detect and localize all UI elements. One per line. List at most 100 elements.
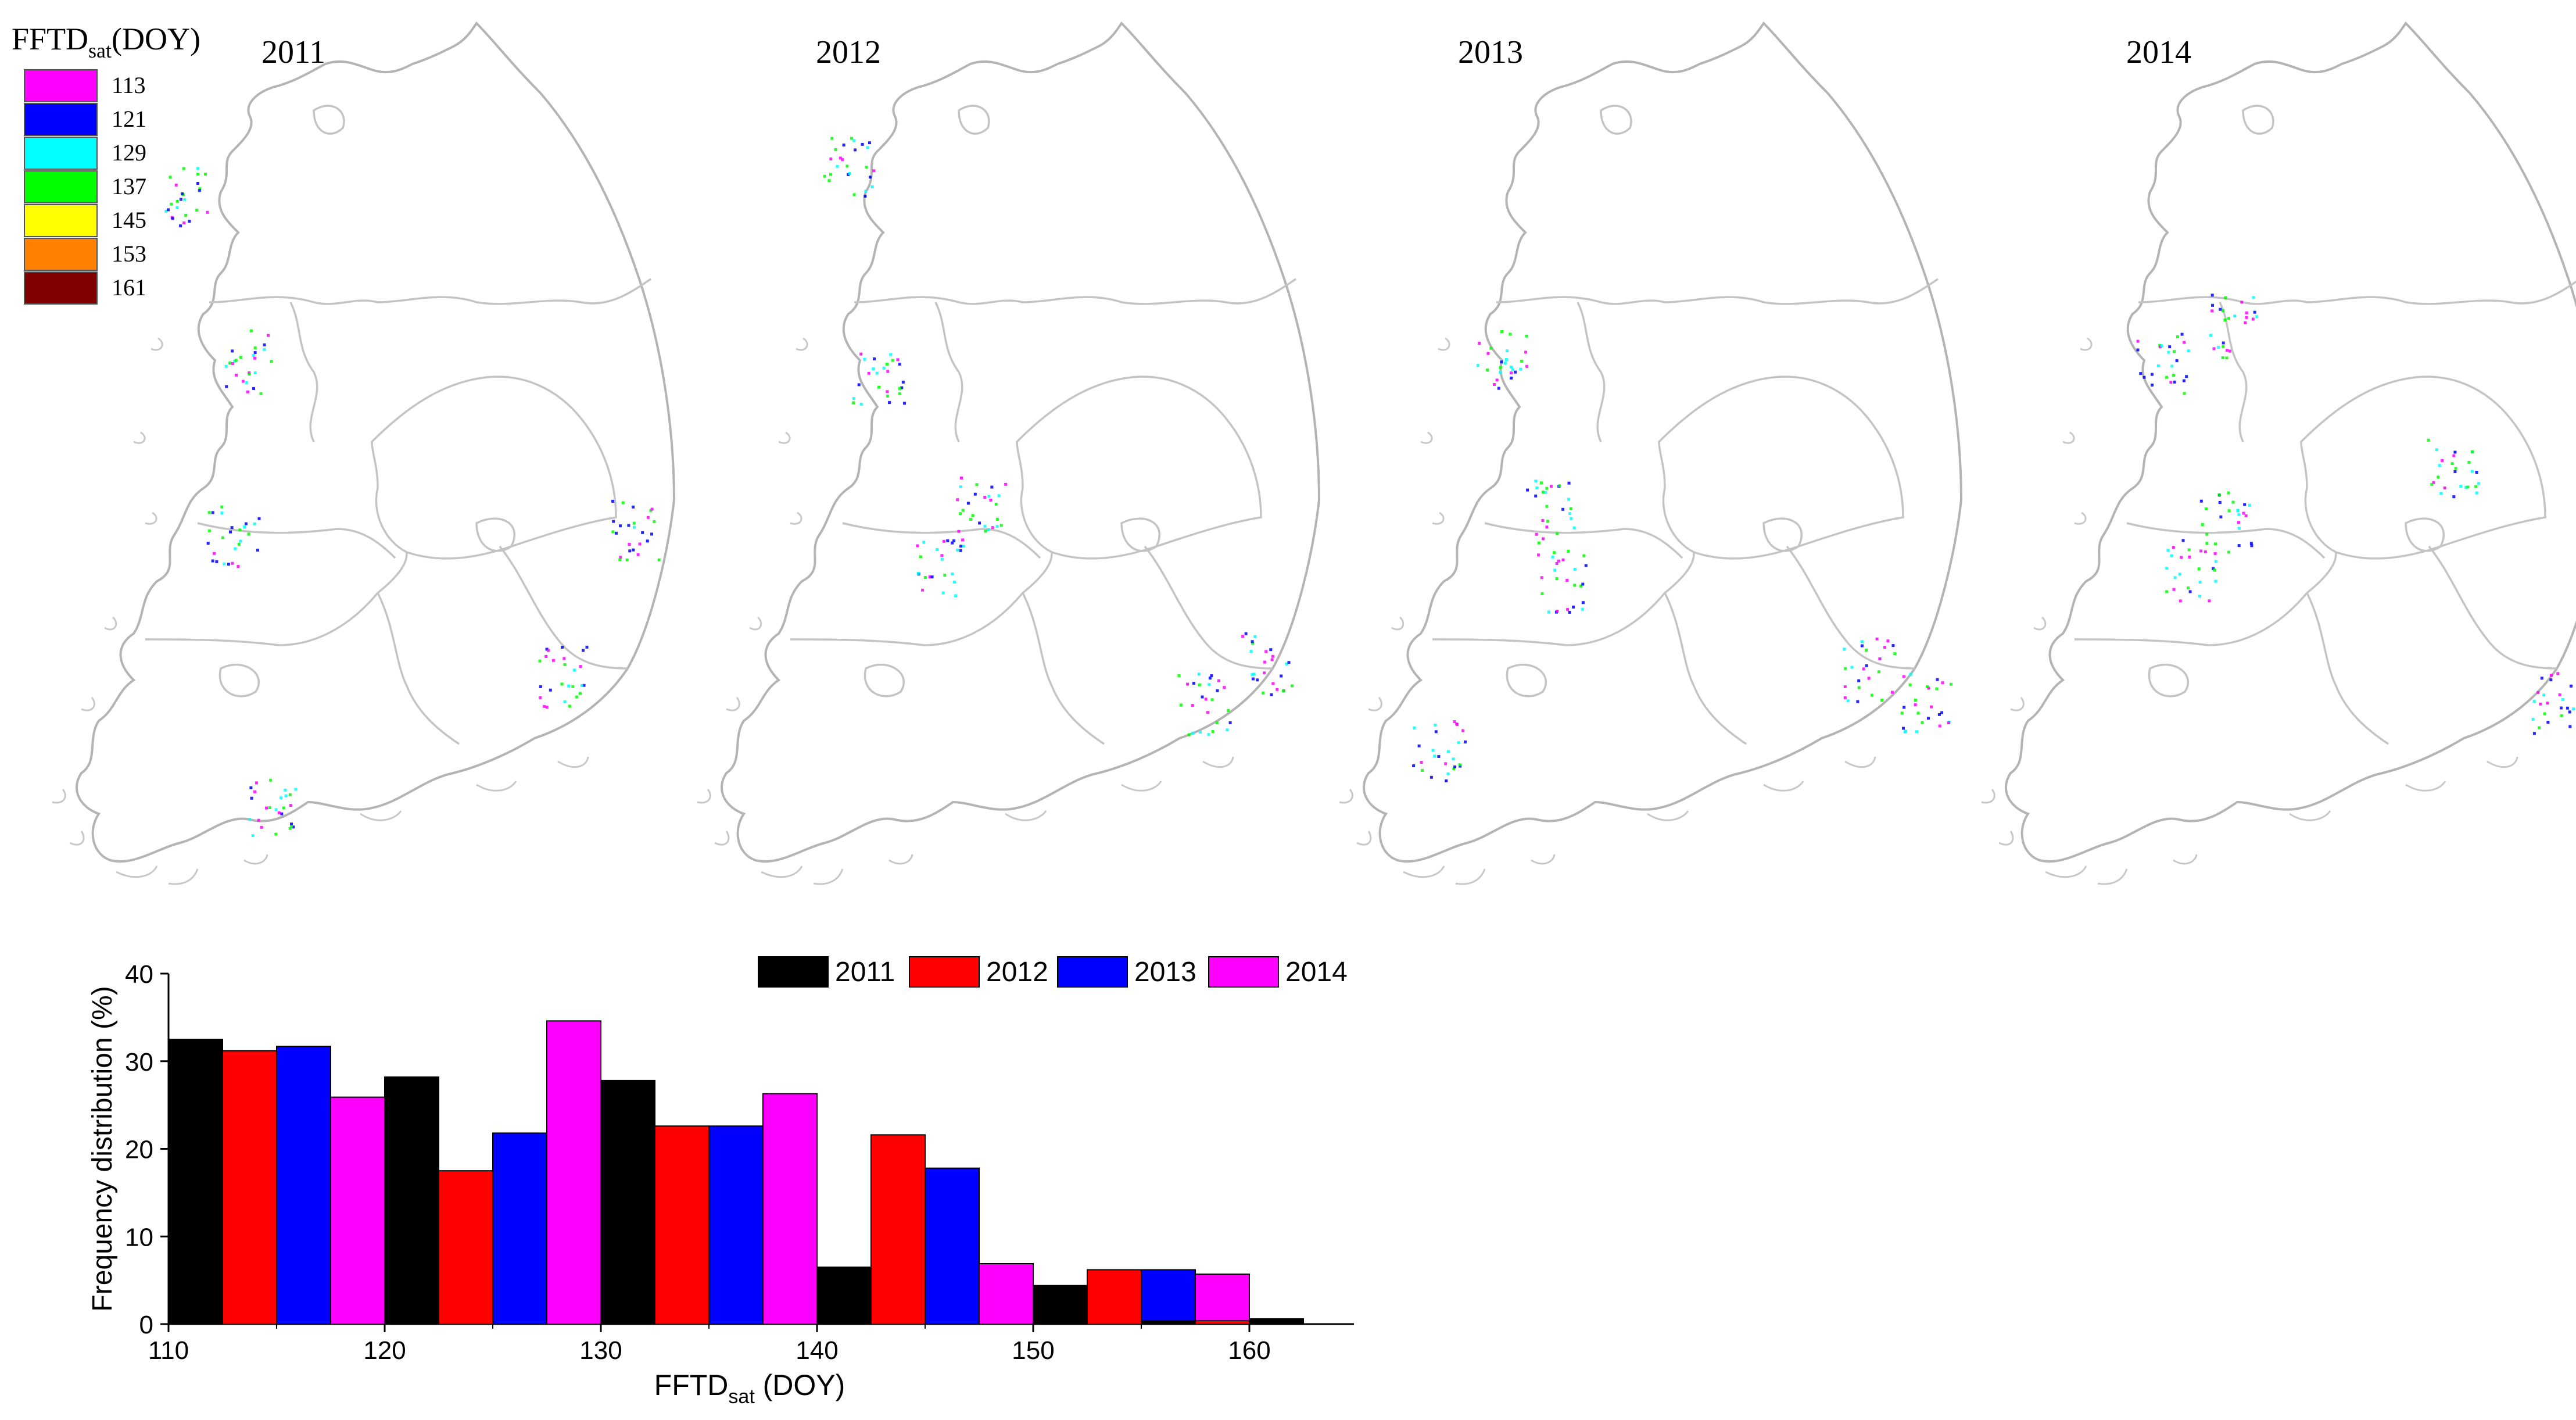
- pixel-mark: [1903, 706, 1906, 709]
- map-panel-2012: [696, 22, 1320, 885]
- pixel-mark: [2474, 485, 2478, 488]
- pixel-mark: [987, 528, 990, 531]
- pixel-mark: [239, 539, 242, 543]
- pixel-mark: [957, 530, 961, 533]
- pixel-mark: [259, 392, 263, 395]
- pixel-mark: [2532, 700, 2536, 703]
- pixel-mark: [290, 822, 293, 826]
- pixel-mark: [547, 649, 550, 652]
- pixel-mark: [1499, 371, 1502, 374]
- pixel-mark: [842, 144, 845, 146]
- pixel-mark: [2170, 554, 2173, 557]
- pixel-mark: [646, 539, 649, 543]
- pixel-mark: [1570, 517, 1573, 520]
- pixel-mark: [865, 166, 868, 169]
- x-tick-label: 110: [148, 1336, 189, 1365]
- legend-label: 2013: [1134, 957, 1196, 988]
- pixel-mark: [2213, 552, 2217, 555]
- pixel-mark: [251, 834, 255, 838]
- map-year-label: 2011: [261, 34, 325, 70]
- pixel-mark: [1216, 689, 1219, 692]
- pixel-mark: [260, 825, 263, 829]
- pixel-mark: [2237, 521, 2240, 524]
- pixel-mark: [2559, 706, 2563, 710]
- pixel-mark: [1215, 721, 1219, 725]
- pixel-mark: [237, 565, 240, 568]
- pixel-mark: [253, 522, 256, 525]
- pixel-mark: [886, 370, 890, 373]
- pixel-mark: [848, 171, 851, 175]
- pixel-mark: [2546, 702, 2549, 705]
- pixel-mark: [1217, 679, 1220, 682]
- pixel-mark: [1883, 646, 1887, 649]
- pixel-mark: [1582, 554, 1586, 557]
- pixel-mark: [560, 682, 564, 686]
- pixel-mark: [284, 788, 287, 792]
- pixel-mark: [2560, 714, 2563, 717]
- pixel-mark: [852, 139, 856, 142]
- pixel-mark: [857, 383, 861, 387]
- pixel-mark: [2182, 379, 2186, 382]
- pixel-mark: [179, 224, 182, 228]
- pixel-mark: [2214, 542, 2217, 546]
- pixel-mark: [1540, 576, 1543, 580]
- pixel-mark: [2227, 317, 2230, 320]
- pixel-mark: [1263, 671, 1266, 675]
- pixel-mark: [288, 793, 292, 796]
- pixel-mark: [975, 483, 979, 487]
- pixel-mark: [1420, 761, 1423, 764]
- bar-2012: [870, 1134, 926, 1325]
- pixel-mark: [951, 541, 954, 545]
- pixel-mark: [2475, 491, 2478, 495]
- pixel-mark: [1509, 332, 1512, 336]
- korea-outline: [696, 22, 1320, 885]
- pixel-mark: [1191, 731, 1195, 735]
- pixel-mark: [1287, 661, 1291, 664]
- pixel-mark: [2556, 672, 2560, 675]
- pixel-mark: [898, 387, 901, 390]
- pixel-mark: [563, 657, 566, 660]
- pixel-mark: [1886, 639, 1890, 643]
- pixel-mark: [1208, 683, 1211, 686]
- pixel-mark: [1461, 729, 1465, 732]
- pixel-mark: [2151, 383, 2154, 387]
- pixel-mark: [650, 532, 653, 536]
- pixel-mark: [223, 562, 226, 566]
- pixel-mark: [898, 363, 901, 366]
- pixel-mark: [2165, 375, 2168, 379]
- pixel-mark: [2568, 710, 2571, 714]
- pixel-mark: [959, 485, 962, 488]
- pixel-mark: [650, 507, 654, 511]
- map-year-label: 2013: [1458, 34, 1523, 70]
- bar-2013: [708, 1125, 764, 1325]
- pixel-mark: [2165, 590, 2169, 593]
- pixel-mark: [235, 373, 238, 377]
- pixel-mark: [2223, 319, 2227, 321]
- pixel-mark: [1557, 559, 1560, 563]
- pixel-mark: [621, 501, 625, 505]
- pixel-mark: [1860, 640, 1864, 643]
- pixel-mark: [255, 781, 258, 785]
- pixel-mark: [1556, 610, 1559, 613]
- pixel-mark: [960, 476, 963, 480]
- pixel-mark: [2204, 550, 2207, 553]
- pixel-mark: [1902, 727, 1905, 730]
- pixel-mark: [181, 192, 184, 195]
- y-axis-title: Frequency distribution (%): [87, 986, 118, 1311]
- pixel-mark: [2432, 481, 2435, 484]
- pixel-mark: [1452, 757, 1455, 761]
- pixel-mark: [1921, 721, 1924, 724]
- pixel-mark: [2566, 706, 2569, 710]
- pixel-mark: [2173, 576, 2177, 580]
- pixel-mark: [1510, 376, 1513, 380]
- y-tick-label: 0: [139, 1311, 153, 1339]
- pixel-mark: [916, 571, 920, 575]
- pixel-mark: [632, 548, 635, 552]
- pixel-mark: [1542, 537, 1545, 541]
- scale-swatch: [24, 238, 98, 271]
- pixel-mark: [237, 542, 241, 546]
- pixel-mark: [653, 520, 656, 523]
- pixel-mark: [2532, 732, 2536, 735]
- bar-2011: [168, 1039, 223, 1325]
- pixel-mark: [2439, 492, 2443, 495]
